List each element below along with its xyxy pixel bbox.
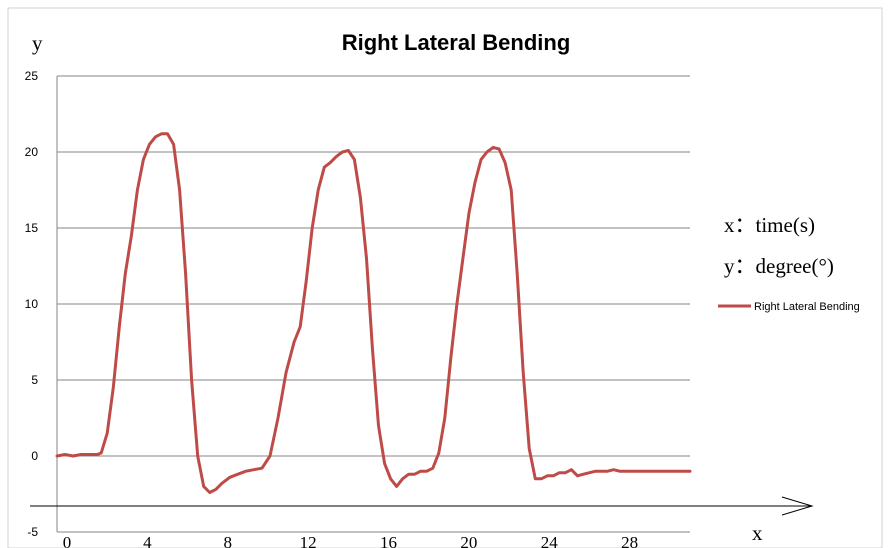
chart-frame: [7, 7, 883, 548]
x-tick-label: 20: [460, 533, 477, 548]
x-tick-label: 0: [63, 533, 72, 548]
y-axis-label: y: [32, 31, 43, 55]
x-tick-label: 12: [300, 533, 317, 548]
y-tick-label: 25: [25, 69, 39, 83]
y-tick-labels: 25 20 15 10 5 0 -5: [25, 69, 39, 539]
y-tick-label: 0: [31, 449, 38, 463]
series-line-right-lateral-bending: [55, 132, 692, 494]
y-tick-label: 20: [25, 145, 39, 159]
annotation-x-meaning: x：time(s): [724, 213, 815, 237]
x-tick-label: 24: [541, 533, 559, 548]
x-tick-label: 28: [621, 533, 638, 548]
y-tick-label: -5: [27, 525, 38, 539]
x-axis-label: x: [752, 521, 763, 545]
legend-label: Right Lateral Bending: [754, 301, 860, 313]
y-tick-label: 10: [25, 297, 39, 311]
x-tick-label: 8: [224, 533, 233, 548]
chart-title: Right Lateral Bending: [342, 30, 571, 55]
y-tick-label: 5: [31, 373, 38, 387]
legend: Right Lateral Bending: [718, 301, 860, 313]
x-tick-label: 4: [143, 533, 152, 548]
x-arrow-head: [781, 496, 814, 516]
x-tick-label: 16: [380, 533, 397, 548]
x-tick-labels: 0 4 8 12 16 20 24 28: [63, 533, 638, 548]
y-tick-label: 15: [25, 221, 39, 235]
annotation-y-meaning: y：degree(°): [724, 254, 834, 278]
